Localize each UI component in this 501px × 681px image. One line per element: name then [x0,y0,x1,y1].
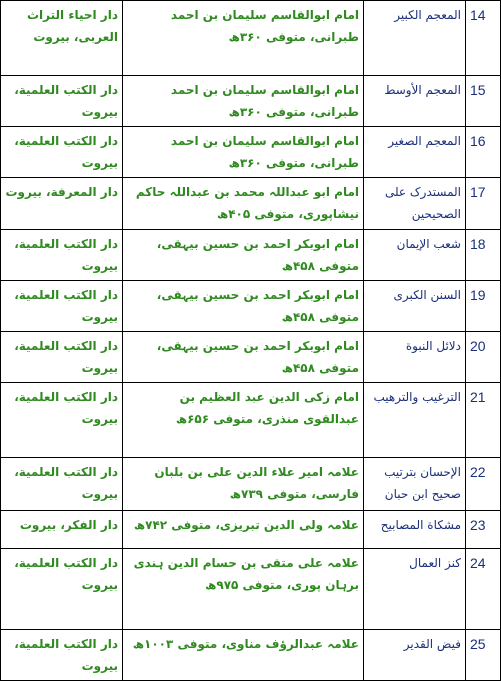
row-number: 21 [465,382,501,458]
publisher: دار الکتب العلمیة، بیروت [0,331,123,383]
author: امام ابوالقاسم سلیمان بن احمد طبرانی، مت… [122,0,364,76]
row-number: 17 [465,177,501,230]
author: علامہ عبدالرؤف مناوی، متوفی ۱۰۰۳ھ [122,629,364,681]
author: امام ابوالقاسم سلیمان بن احمد طبرانی، مت… [122,126,364,178]
publisher: دار الکتب العلمیة، بیروت [0,229,123,281]
table-row: 15 المعجم الأوسط امام ابوالقاسم سلیمان بن … [0,75,501,127]
publisher: دار احیاء التراث العربی، بیروت [0,0,123,76]
publisher: دار الکتب العلمیة، بیروت [0,457,123,511]
row-number: 19 [465,280,501,332]
table-row: 20 دلائل النبوة امام ابوبکر احمد بن حسین ب… [0,331,501,383]
book-title: الإحسان بترتیب صحیح ابن حبان [363,457,466,511]
publisher: دار الفکر، بیروت [0,510,123,549]
table-row: 18 شعب الإیمان امام ابوبکر احمد بن حسین بی… [0,229,501,281]
publisher: دار الکتب العلمیة، بیروت [0,280,123,332]
publisher: دار الکتب العلمیة، بیروت [0,382,123,458]
row-number: 16 [465,126,501,178]
book-title: مشکاة المصابیح [363,510,466,549]
table-row: 19 السنن الکبری امام ابوبکر احمد بن حسین ب… [0,280,501,332]
row-number: 24 [465,548,501,630]
row-number: 14 [465,0,501,76]
publisher: دار الکتب العلمیة، بیروت [0,629,123,681]
row-number: 15 [465,75,501,127]
author: امام ابوالقاسم سلیمان بن احمد طبرانی، مت… [122,75,364,127]
publisher: دار الکتب العلمیة، بیروت [0,126,123,178]
book-title: کنز العمال [363,548,466,630]
author: امام ابو عبداللہ محمد بن عبداللہ حاکم نی… [122,177,364,230]
author: علامہ علی متقی بن حسام الدین ہندی برہان … [122,548,364,630]
table-row: 17 المستدرک علی الصحیحین امام ابو عبداللہ … [0,177,501,230]
author: امام ابوبکر احمد بن حسین بیہقی، متوفی ۴۵… [122,331,364,383]
book-title: المعجم الکبیر [363,0,466,76]
table-row: 22 الإحسان بترتیب صحیح ابن حبان علامہ امیر… [0,457,501,511]
row-number: 25 [465,629,501,681]
row-number: 20 [465,331,501,383]
table-row: 23 مشکاة المصابیح علامہ ولی الدین تبریزی، … [0,510,501,549]
author: امام زکی الدین عبد العظیم بن عبدالقوی من… [122,382,364,458]
row-number: 22 [465,457,501,511]
book-title: السنن الکبری [363,280,466,332]
table-row: 16 المعجم الصغیر امام ابوالقاسم سلیمان بن … [0,126,501,178]
book-title: المعجم الأوسط [363,75,466,127]
book-title: دلائل النبوة [363,331,466,383]
table-row: 24 کنز العمال علامہ علی متقی بن حسام الدین… [0,548,501,630]
book-title: المستدرک علی الصحیحین [363,177,466,230]
row-number: 23 [465,510,501,549]
book-title: الترغیب والترهیب [363,382,466,458]
table-row: 14 المعجم الکبیر امام ابوالقاسم سلیمان بن … [0,0,501,76]
publisher: دار الکتب العلمیة، بیروت [0,75,123,127]
book-title: شعب الإیمان [363,229,466,281]
author: علامہ ولی الدین تبریزی، متوفی ۷۴۲ھ [122,510,364,549]
publisher: دار المعرفة، بیروت [0,177,123,230]
book-title: فیض القدیر [363,629,466,681]
row-number: 18 [465,229,501,281]
table-row: 25 فیض القدیر علامہ عبدالرؤف مناوی، متوفی … [0,629,501,681]
book-title: المعجم الصغیر [363,126,466,178]
author: امام ابوبکر احمد بن حسین بیہقی، متوفی ۴۵… [122,280,364,332]
author: امام ابوبکر احمد بن حسین بیہقی، متوفی ۴۵… [122,229,364,281]
author: علامہ امیر علاء الدین علی بن بلبان فارسی… [122,457,364,511]
table-row: 21 الترغیب والترهیب امام زکی الدین عبد الع… [0,382,501,458]
publisher: دار الکتب العلمیة، بیروت [0,548,123,630]
